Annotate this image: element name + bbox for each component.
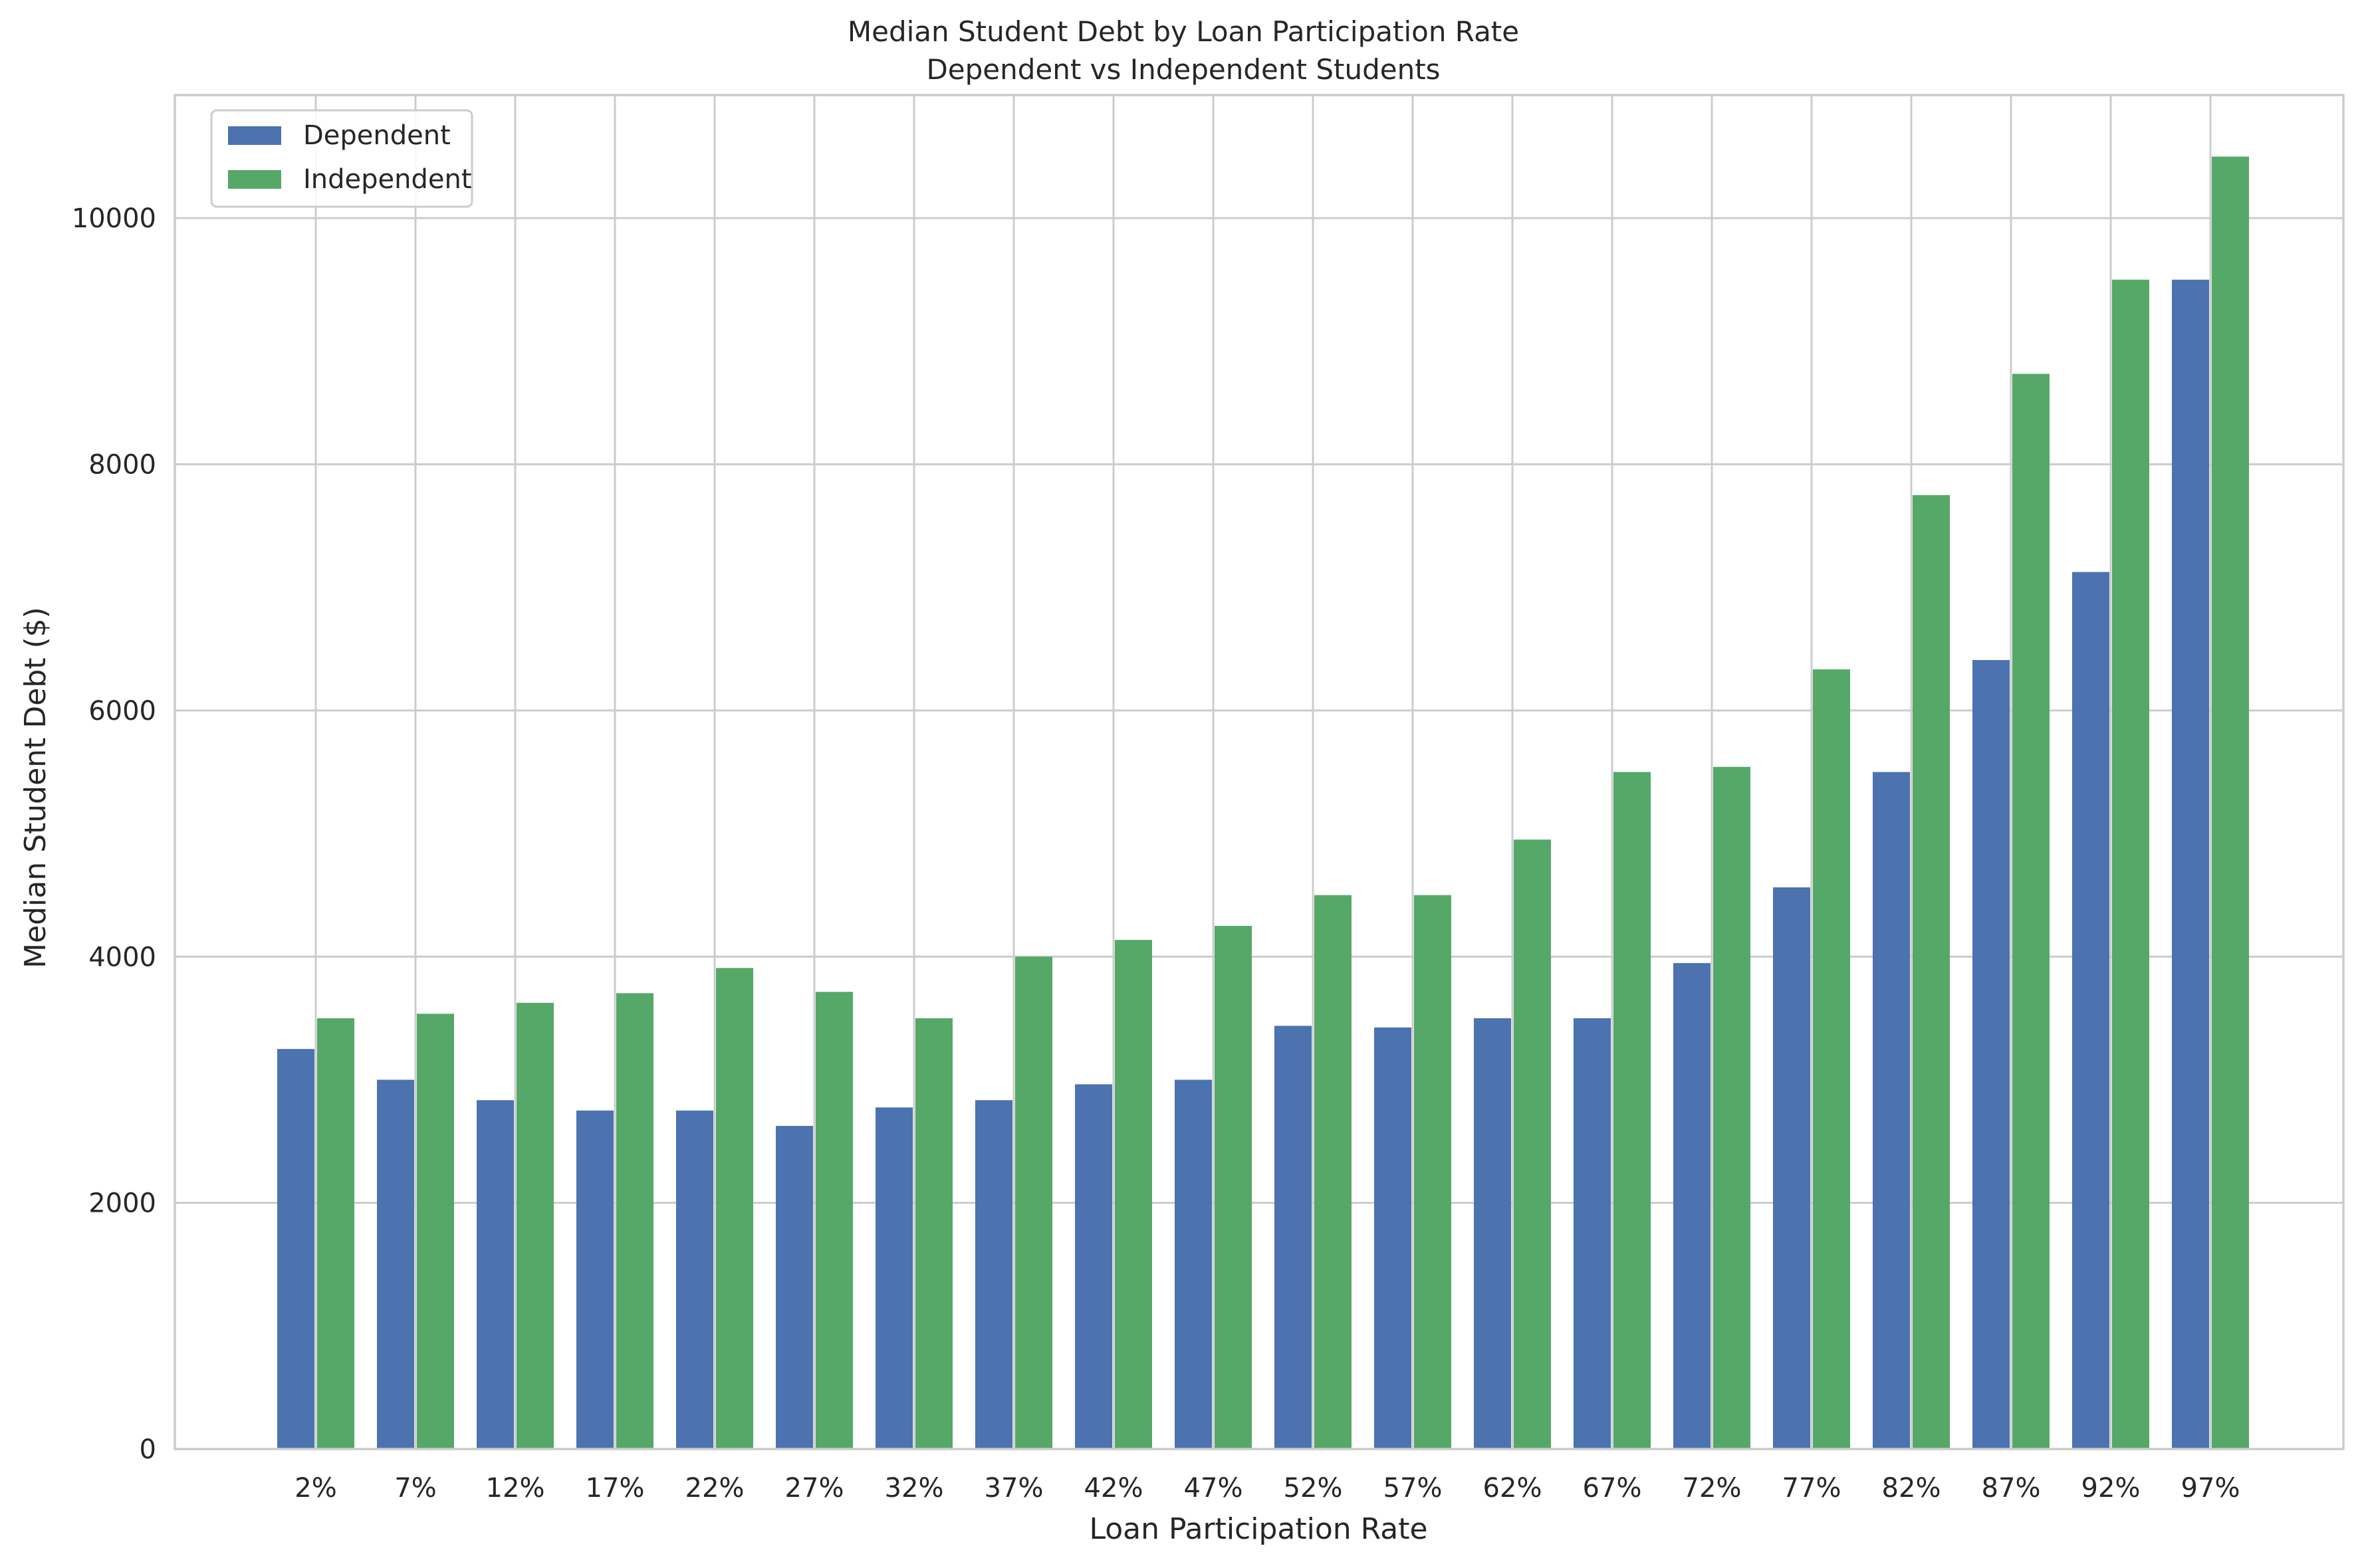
- bar-dependent: [1574, 1018, 1611, 1449]
- bar-dependent: [1374, 1027, 1411, 1449]
- x-tick-label: 67%: [1583, 1473, 1642, 1504]
- bar-dependent: [1873, 772, 1910, 1449]
- tick-labels: 0 2000 4000 6000 8000 10000 2% 7% 12% 17% 22% 27% 32…: [72, 203, 2240, 1504]
- bar-independent: [1613, 772, 1651, 1449]
- bar-dependent: [676, 1110, 713, 1449]
- y-tick-label: 6000: [88, 696, 156, 727]
- chart-subtitle: Dependent vs Independent Students: [926, 53, 1440, 86]
- bar-independent: [1115, 940, 1152, 1449]
- x-tick-label: 27%: [785, 1473, 844, 1504]
- bar-dependent: [1773, 887, 1810, 1449]
- bar-dependent: [776, 1125, 813, 1449]
- bar-dependent: [1673, 962, 1711, 1449]
- x-tick-label: 62%: [1483, 1473, 1542, 1504]
- bar-independent: [2212, 156, 2249, 1449]
- legend-label-independent: Independent: [303, 164, 472, 195]
- y-tick-label: 4000: [88, 942, 156, 972]
- legend-swatch-dependent: [228, 126, 281, 145]
- bar-independent: [1813, 669, 1850, 1449]
- y-axis-label: Median Student Debt ($): [19, 607, 53, 968]
- bar-dependent: [477, 1100, 514, 1449]
- bar-independent: [317, 1018, 354, 1449]
- bar-independent: [1913, 495, 1950, 1450]
- bar-dependent: [1474, 1018, 1511, 1449]
- bar-independent: [1314, 895, 1352, 1449]
- bars-layer: [277, 156, 2249, 1450]
- x-tick-label: 57%: [1383, 1473, 1443, 1504]
- legend-swatch-independent: [228, 170, 281, 189]
- x-tick-label: 12%: [486, 1473, 545, 1504]
- chart-title: Median Student Debt by Loan Participatio…: [848, 15, 1519, 48]
- bar-independent: [1514, 840, 1551, 1449]
- bar-independent: [1414, 895, 1451, 1449]
- x-axis-label: Loan Participation Rate: [1089, 1512, 1427, 1546]
- bar-dependent: [876, 1107, 913, 1449]
- bar-dependent: [1175, 1079, 1212, 1449]
- bar-independent: [616, 993, 653, 1449]
- bar-dependent: [377, 1079, 414, 1449]
- bar-independent: [1713, 766, 1750, 1449]
- bar-dependent: [277, 1049, 314, 1449]
- x-tick-label: 87%: [1982, 1473, 2041, 1504]
- y-tick-label: 0: [140, 1434, 156, 1465]
- x-tick-label: 42%: [1084, 1473, 1143, 1504]
- x-tick-label: 32%: [885, 1473, 944, 1504]
- bar-independent: [517, 1002, 554, 1449]
- bar-independent: [1215, 925, 1252, 1449]
- legend: Dependent Independent: [210, 109, 473, 208]
- x-tick-label: 22%: [685, 1473, 745, 1504]
- bar-dependent: [1274, 1026, 1312, 1449]
- bar-independent: [915, 1018, 953, 1449]
- bar-independent: [816, 992, 853, 1449]
- bar-dependent: [2072, 572, 2109, 1449]
- x-tick-label: 97%: [2181, 1473, 2240, 1504]
- bar-independent: [1015, 956, 1052, 1449]
- x-tick-label: 17%: [586, 1473, 645, 1504]
- bar-independent: [2012, 374, 2050, 1450]
- axes-frame: [174, 94, 2345, 1450]
- bar-dependent: [975, 1100, 1012, 1449]
- x-tick-label: 2%: [295, 1473, 336, 1504]
- plot-frame: [174, 94, 2345, 1450]
- y-tick-label: 8000: [88, 450, 156, 481]
- x-tick-label: 52%: [1284, 1473, 1343, 1504]
- x-tick-label: 47%: [1184, 1473, 1243, 1504]
- bar-independent: [2112, 279, 2149, 1450]
- grid-layer: [175, 95, 2343, 1449]
- bar-dependent: [2172, 279, 2209, 1450]
- x-tick-label: 37%: [985, 1473, 1044, 1504]
- y-tick-label: 2000: [88, 1188, 156, 1219]
- bar-dependent: [1972, 659, 2010, 1449]
- x-tick-label: 92%: [2081, 1473, 2141, 1504]
- x-tick-label: 7%: [394, 1473, 436, 1504]
- x-tick-label: 82%: [1882, 1473, 1941, 1504]
- x-tick-label: 77%: [1782, 1473, 1841, 1504]
- legend-label-dependent: Dependent: [303, 120, 451, 151]
- bar-dependent: [1075, 1084, 1112, 1449]
- y-tick-label: 10000: [72, 203, 156, 234]
- bar-independent: [716, 968, 753, 1449]
- x-tick-label: 72%: [1683, 1473, 1742, 1504]
- bar-independent: [417, 1014, 454, 1449]
- bar-dependent: [576, 1110, 614, 1449]
